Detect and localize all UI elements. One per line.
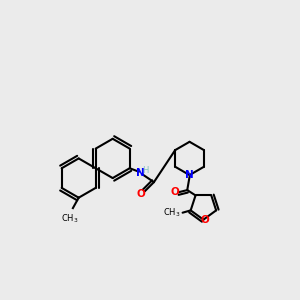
Text: O: O — [200, 214, 209, 225]
Text: H: H — [142, 166, 148, 175]
Text: O: O — [137, 189, 146, 199]
Text: CH$_3$: CH$_3$ — [163, 206, 180, 219]
Text: CH$_3$: CH$_3$ — [61, 212, 78, 224]
Text: N: N — [185, 170, 194, 180]
Text: O: O — [170, 188, 179, 197]
Text: N: N — [136, 168, 145, 178]
